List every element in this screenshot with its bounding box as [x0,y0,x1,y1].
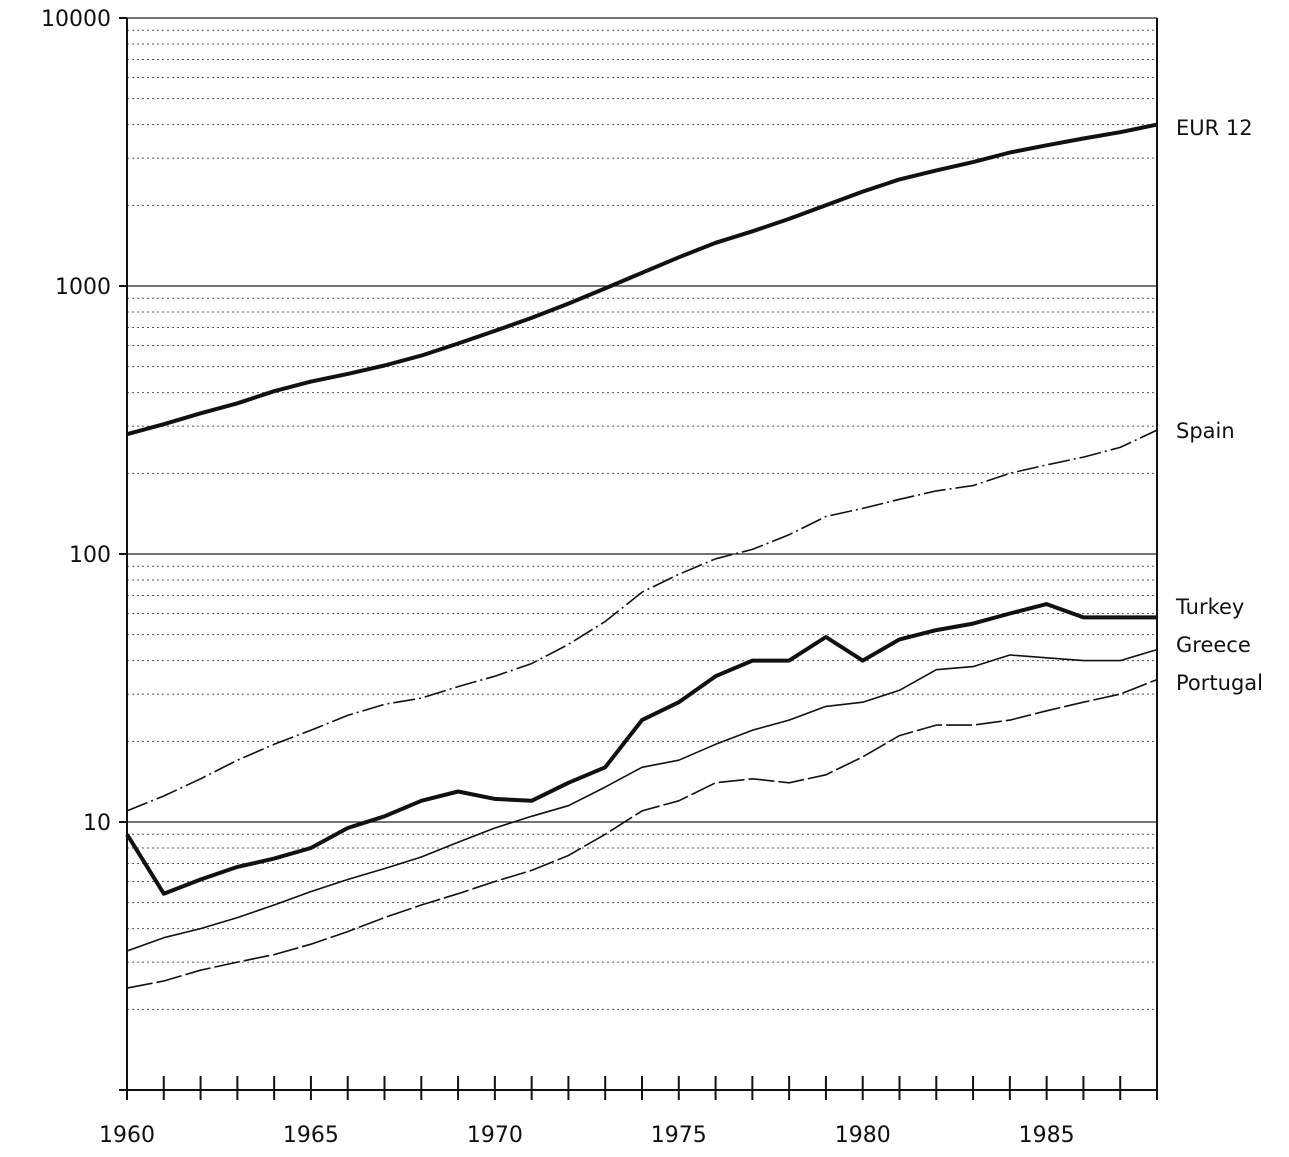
series-line-turkey [125,602,1157,896]
series-label-eur-12: EUR 12 [1176,116,1253,140]
x-tick-label: 1960 [99,1123,155,1148]
series-line-spain [126,429,1158,812]
y-tick-label: 10 [83,811,111,836]
y-tick-label: 1000 [55,275,111,300]
y-tick-label: 100 [69,543,111,568]
series-label-turkey: Turkey [1175,595,1244,619]
label-layer: 10000 1000 100 10 1960 1965 1970 1975 1980 1985 EU… [41,7,1263,1148]
series-label-spain: Spain [1176,419,1235,443]
grid-layer [127,17,1157,1091]
x-tick-label: 1970 [467,1123,523,1148]
series-line-greece [126,648,1158,952]
series-line-portugal [126,678,1158,989]
series-label-portugal: Portugal [1176,671,1263,695]
series-layer [125,122,1158,989]
series-label-greece: Greece [1176,633,1251,657]
x-tick-label: 1975 [651,1123,707,1148]
axis-layer [119,17,1158,1100]
x-tick-label: 1985 [1019,1123,1075,1148]
series-line-eur-12 [126,122,1158,437]
x-tick-label: 1980 [835,1123,891,1148]
y-tick-label: 10000 [41,7,111,32]
x-tick-label: 1965 [283,1123,339,1148]
